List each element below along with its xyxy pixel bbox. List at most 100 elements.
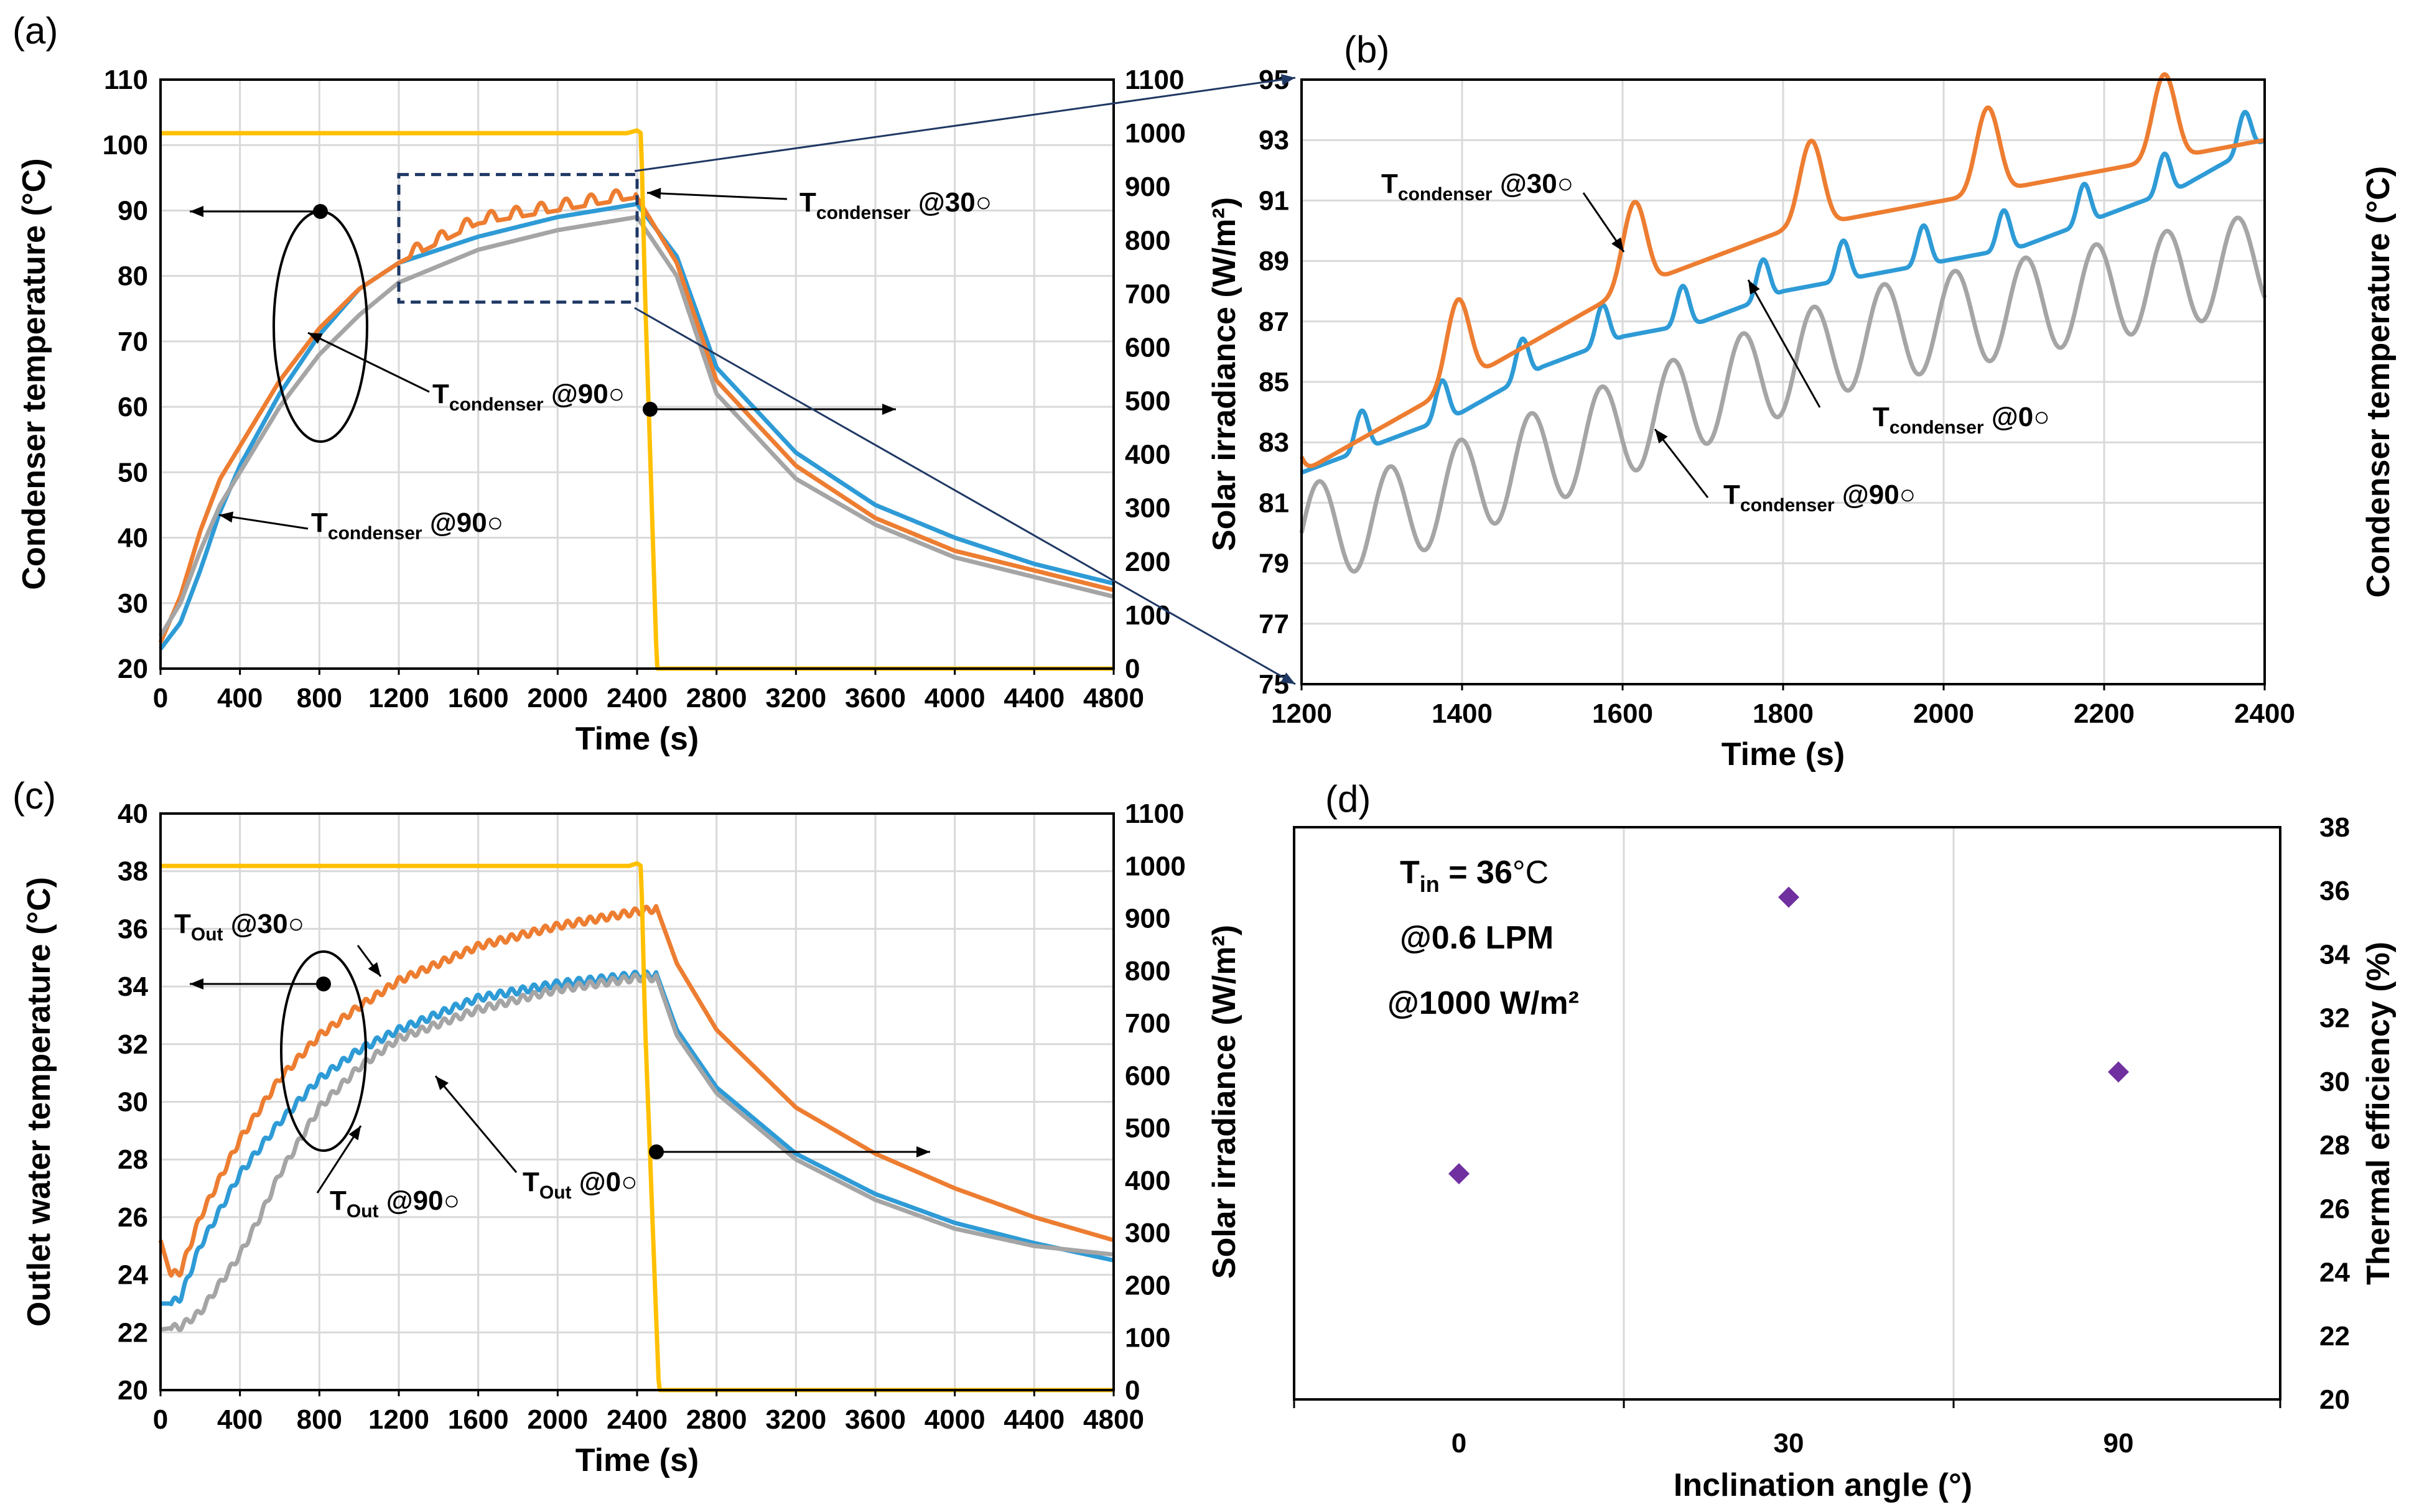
y2-tick-label: 700 [1125,1008,1170,1039]
x-tick-label: 4000 [925,1404,986,1435]
y-tick-label: 85 [1259,367,1289,397]
data-point-diamond [1448,1163,1470,1185]
series-line-orange [1299,72,2266,468]
x-tick-label: 400 [217,683,263,713]
x-tick-label: 30 [1774,1428,1804,1459]
x-tick-label: 1600 [1592,698,1653,729]
left-axis-arrow-c-head [190,978,203,990]
x-tick-label: 2400 [607,683,668,713]
pointer-90-upper [307,332,430,393]
annotation-subscript: Out [347,1201,379,1222]
y-tick-label: 36 [118,914,148,944]
y-tick-label: 93 [1259,125,1289,155]
pointer-90-lower-head [219,511,234,523]
chart-d: 0 30 90 20 22 24 26 28 30 32 34 36 38 Inclination ang… [1293,812,2397,1503]
annotation-subscript: condenser [816,203,911,223]
y-tick-label: 32 [118,1029,148,1060]
pointer-90-lower [218,514,309,530]
x-tick-label: 2000 [1913,698,1974,729]
tin-unit: °C [1512,855,1549,891]
panel-label-b: (b) [1344,29,1389,70]
x-tick-label: 800 [297,1404,342,1435]
annotation-subscript: condenser [1740,495,1835,516]
x-tick-label: 1200 [1271,698,1332,729]
y-axis-title: Condenser temperature (°C) [2360,166,2397,598]
y2-tick-label: 1100 [1125,65,1184,95]
x-tick-label: 4400 [1004,683,1065,713]
y2-tick-label: 300 [1125,493,1170,524]
y-tick-label: 50 [118,457,148,488]
y2-tick-label: 500 [1125,386,1170,417]
y2-tick-label: 200 [1125,1270,1170,1301]
x-tick-label: 4800 [1083,683,1144,713]
annotation-base: T [432,379,449,409]
zoom-connector-bottom-head [1280,672,1295,684]
y2-tick-label: 0 [1125,1375,1140,1406]
condition-flow: @0.6 LPM [1400,920,1554,956]
annotation-text: @30○ [223,909,305,939]
y2-tick-label: 400 [1125,440,1170,470]
x-axis-title: Time (s) [1722,736,1845,772]
x-tick-label: 2400 [607,1404,668,1435]
y-tick-label: 22 [2319,1321,2350,1352]
y2-tick-label: 200 [1125,547,1170,577]
y-tick-label: 30 [118,588,148,619]
x-axis-title: Time (s) [575,1442,699,1478]
y-tick-label: 83 [1259,427,1289,458]
y-tick-label: 20 [118,1375,148,1406]
y2-tick-label: 600 [1125,1060,1170,1091]
y-tick-label: 30 [118,1087,148,1118]
data-point-diamond [2108,1061,2129,1083]
tin-base: T [1400,855,1420,891]
pointer-b-90 [1654,429,1709,498]
x-tick-label: 3200 [765,683,826,713]
y-tick-label: 81 [1259,488,1289,518]
annotation-tcond-90-upper: Tcondenser @90○ [432,379,625,415]
y-tick-label: 30 [2319,1067,2350,1097]
tin-sub: in [1420,871,1440,897]
y-tick-label: 38 [118,856,148,887]
annotation-base: T [1723,480,1740,510]
y-tick-label: 110 [104,65,148,95]
pointer-b-90-head [1655,429,1668,443]
y-tick-label: 32 [2319,1003,2350,1034]
x-tick-label: 1600 [448,683,509,713]
y-tick-label: 26 [118,1202,148,1233]
y-axis-title: Outlet water temperature (°C) [21,877,57,1327]
zoom-connector-top [634,77,1296,172]
zoom-region-box [397,173,639,304]
panel-label-c: (c) [12,775,56,817]
tin-value: = 36 [1440,855,1512,891]
annotation-base: T [523,1167,539,1197]
x-tick-label: 2400 [2234,698,2295,729]
y-axis-title: Condenser temperature (°C) [16,158,52,590]
y-tick-label: 70 [118,327,148,357]
left-axis-arrow-head [190,206,203,217]
y2-tick-label: 1000 [1125,118,1186,149]
annotation-text: @0○ [572,1167,638,1197]
y2-tick-label: 900 [1125,172,1170,202]
y-tick-label: 20 [118,654,148,684]
y-tick-label: 34 [2319,939,2350,970]
y-tick-label: 24 [118,1260,148,1291]
pointer-b-0-head [1748,280,1760,295]
x-tick-label: 0 [1451,1428,1466,1459]
y-tick-label: 28 [118,1144,148,1175]
y2-tick-label: 1100 [1125,799,1184,829]
plot-frame [1293,826,2281,1401]
annotation-subscript: condenser [1889,417,1984,438]
pointer-90-upper-head [308,333,323,344]
annotation-text: @90○ [1835,480,1916,510]
x-tick-label: 2800 [686,683,747,713]
annotation-subscript: condenser [1398,184,1493,205]
annotation-b-90: Tcondenser @90○ [1723,480,1916,516]
annotation-base: T [1873,402,1889,432]
y-tick-label: 40 [118,523,148,554]
annotation-text: @0○ [1984,402,2050,432]
y-tick-label: 22 [118,1317,148,1348]
y-axis-title: Thermal efficiency (%) [2360,942,2397,1285]
x-tick-label: 1200 [368,683,429,713]
series-line-orange [158,904,1115,1278]
y2-tick-label: 500 [1125,1113,1170,1144]
annotation-base: T [311,508,328,538]
